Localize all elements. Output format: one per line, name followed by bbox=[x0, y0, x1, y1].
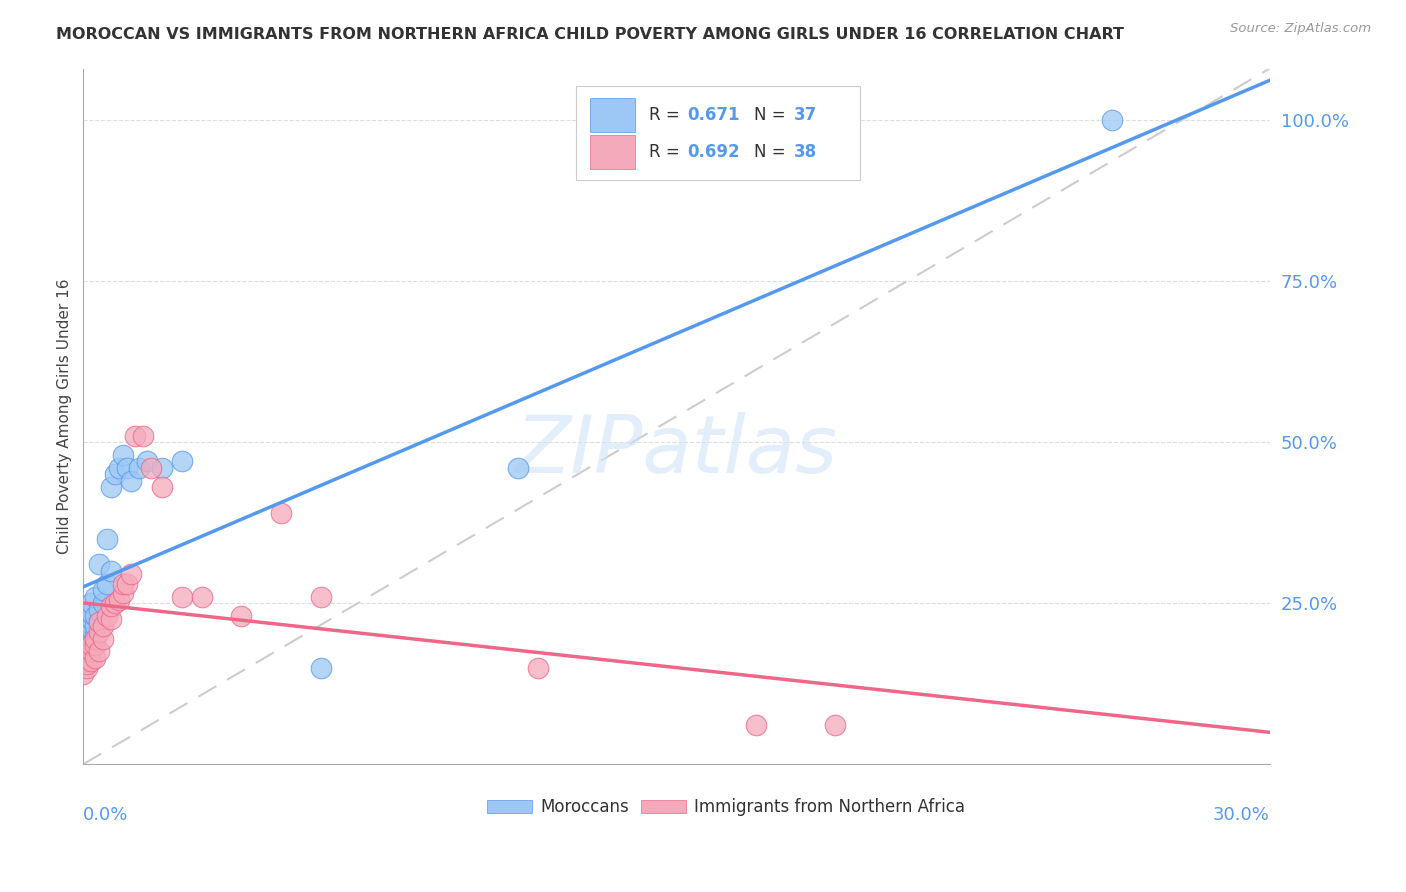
Point bbox=[80, 644, 103, 658]
Point bbox=[231, 609, 253, 624]
Point bbox=[100, 564, 122, 578]
Point bbox=[115, 576, 138, 591]
Point bbox=[80, 606, 103, 620]
Text: 0.692: 0.692 bbox=[688, 143, 740, 161]
Point bbox=[80, 654, 103, 668]
Text: 38: 38 bbox=[794, 143, 817, 161]
Point bbox=[91, 618, 114, 632]
Point bbox=[139, 461, 162, 475]
Text: N =: N = bbox=[754, 106, 790, 124]
Point bbox=[104, 596, 127, 610]
Point bbox=[744, 718, 766, 732]
Bar bbox=[575, 86, 860, 180]
Point bbox=[84, 590, 107, 604]
Point bbox=[191, 590, 214, 604]
Point bbox=[91, 583, 114, 598]
Point bbox=[87, 558, 110, 572]
Point bbox=[84, 651, 107, 665]
Point bbox=[84, 609, 107, 624]
Point bbox=[76, 641, 98, 656]
Text: Source: ZipAtlas.com: Source: ZipAtlas.com bbox=[1230, 22, 1371, 36]
Point bbox=[124, 428, 146, 442]
Point bbox=[76, 609, 98, 624]
Point bbox=[76, 654, 98, 668]
Point bbox=[87, 644, 110, 658]
Point bbox=[76, 634, 98, 648]
Text: R =: R = bbox=[650, 106, 685, 124]
Point bbox=[87, 602, 110, 616]
Text: ZIPatlas: ZIPatlas bbox=[516, 412, 838, 490]
Point bbox=[150, 461, 173, 475]
Point bbox=[76, 648, 98, 662]
Point bbox=[76, 660, 98, 674]
Point bbox=[131, 428, 153, 442]
Point bbox=[111, 448, 134, 462]
Y-axis label: Child Poverty Among Girls Under 16: Child Poverty Among Girls Under 16 bbox=[58, 278, 72, 554]
Text: R =: R = bbox=[650, 143, 685, 161]
Point bbox=[111, 576, 134, 591]
Point bbox=[111, 586, 134, 600]
Point bbox=[824, 718, 846, 732]
Point bbox=[527, 660, 550, 674]
Point bbox=[80, 612, 103, 626]
Point bbox=[76, 657, 98, 672]
Point bbox=[91, 596, 114, 610]
Point bbox=[96, 576, 118, 591]
Point bbox=[100, 599, 122, 614]
Point bbox=[150, 480, 173, 494]
Point bbox=[80, 596, 103, 610]
Point bbox=[76, 644, 98, 658]
Text: 37: 37 bbox=[794, 106, 817, 124]
Point bbox=[135, 454, 157, 468]
Text: 0.671: 0.671 bbox=[688, 106, 740, 124]
Text: 30.0%: 30.0% bbox=[1213, 806, 1270, 824]
Point bbox=[76, 615, 98, 630]
Text: N =: N = bbox=[754, 143, 790, 161]
Point bbox=[76, 628, 98, 642]
Point bbox=[115, 461, 138, 475]
Point bbox=[100, 612, 122, 626]
Point bbox=[72, 644, 94, 658]
Bar bbox=[641, 800, 686, 813]
Point bbox=[1101, 113, 1123, 128]
Point bbox=[84, 628, 107, 642]
Text: MOROCCAN VS IMMIGRANTS FROM NORTHERN AFRICA CHILD POVERTY AMONG GIRLS UNDER 16 C: MOROCCAN VS IMMIGRANTS FROM NORTHERN AFR… bbox=[56, 27, 1125, 42]
Point bbox=[128, 461, 150, 475]
Point bbox=[108, 461, 131, 475]
Point bbox=[309, 660, 332, 674]
Point bbox=[508, 461, 530, 475]
Point bbox=[80, 638, 103, 652]
Point bbox=[80, 632, 103, 646]
Text: 0.0%: 0.0% bbox=[83, 806, 129, 824]
Point bbox=[270, 506, 292, 520]
Point bbox=[120, 567, 142, 582]
Bar bbox=[591, 136, 636, 169]
Point bbox=[84, 618, 107, 632]
Point bbox=[84, 638, 107, 652]
Point bbox=[96, 532, 118, 546]
Point bbox=[87, 615, 110, 630]
Point bbox=[172, 454, 194, 468]
Point bbox=[108, 593, 131, 607]
Text: Moroccans: Moroccans bbox=[540, 797, 628, 815]
Point bbox=[76, 618, 98, 632]
Bar bbox=[591, 98, 636, 132]
Text: Immigrants from Northern Africa: Immigrants from Northern Africa bbox=[695, 797, 966, 815]
Point bbox=[104, 467, 127, 482]
Point bbox=[80, 622, 103, 636]
Point bbox=[91, 632, 114, 646]
Point bbox=[100, 480, 122, 494]
Point bbox=[84, 632, 107, 646]
Point bbox=[96, 609, 118, 624]
Point bbox=[309, 590, 332, 604]
Point bbox=[120, 474, 142, 488]
Bar bbox=[486, 800, 531, 813]
Point bbox=[87, 615, 110, 630]
Point bbox=[172, 590, 194, 604]
Point bbox=[87, 625, 110, 640]
Point bbox=[72, 667, 94, 681]
